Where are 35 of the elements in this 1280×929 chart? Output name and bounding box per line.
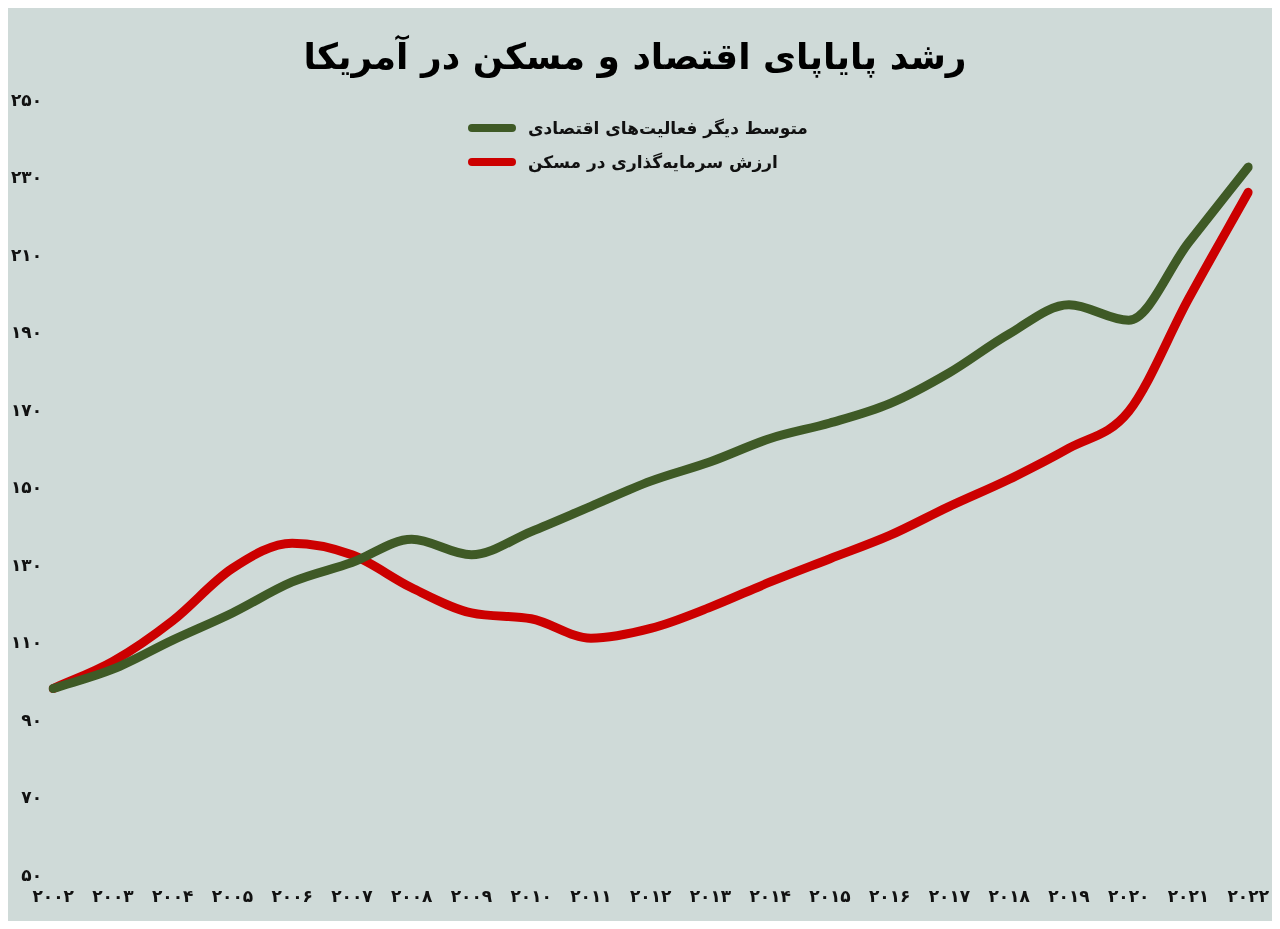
y-tick-label: ۹۰ — [21, 709, 43, 730]
y-tick-label: ۲۵۰ — [10, 89, 43, 110]
legend-label: متوسط دیگر فعالیت‌های اقتصادی — [528, 118, 808, 138]
x-tick-label: ۲۰۰۸ — [390, 886, 434, 907]
legend-label: ارزش سرمایه‌گذاری در مسکن — [528, 152, 778, 172]
x-tick-label: ۲۰۱۷ — [928, 886, 971, 907]
x-tick-label: ۲۰۲۰ — [1107, 886, 1150, 907]
x-tick-label: ۲۰۱۳ — [689, 886, 732, 907]
y-tick-label: ۱۵۰ — [10, 477, 43, 498]
chart-title: رشد پایاپای اقتصاد و مسکن در آمریکا — [303, 33, 967, 78]
x-tick-label: ۲۰۱۱ — [570, 886, 612, 907]
y-tick-label: ۱۷۰ — [10, 399, 43, 420]
y-tick-label: ۲۳۰ — [10, 167, 43, 188]
x-tick-label: ۲۰۱۹ — [1048, 886, 1091, 907]
x-tick-label: ۲۰۱۶ — [868, 886, 911, 907]
y-tick-label: ۱۳۰ — [10, 554, 43, 575]
x-tick-label: ۲۰۱۴ — [749, 886, 791, 907]
x-tick-label: ۲۰۰۹ — [450, 886, 493, 907]
x-tick-label: ۲۰۱۵ — [809, 886, 851, 907]
x-tick-label: ۲۰۰۶ — [271, 886, 313, 907]
x-tick-label: ۲۰۱۲ — [629, 886, 673, 907]
x-tick-label: ۲۰۱۸ — [988, 886, 1031, 907]
x-tick-label: ۲۰۰۲ — [32, 886, 75, 907]
y-tick-label: ۱۱۰ — [10, 632, 43, 653]
x-tick-label: ۲۰۲۱ — [1167, 886, 1210, 907]
x-tick-label: ۲۰۰۴ — [151, 886, 194, 907]
y-tick-label: ۵۰ — [21, 865, 43, 886]
y-tick-label: ۲۱۰ — [10, 244, 43, 265]
x-tick-label: ۲۰۲۲ — [1227, 886, 1270, 907]
y-tick-label: ۱۹۰ — [10, 322, 43, 343]
y-tick-label: ۷۰ — [21, 787, 43, 808]
x-tick-label: ۲۰۰۷ — [331, 886, 374, 907]
x-tick-label: ۲۰۰۳ — [92, 886, 135, 907]
x-tick-label: ۲۰۰۵ — [211, 886, 254, 907]
x-tick-label: ۲۰۱۰ — [510, 886, 552, 907]
